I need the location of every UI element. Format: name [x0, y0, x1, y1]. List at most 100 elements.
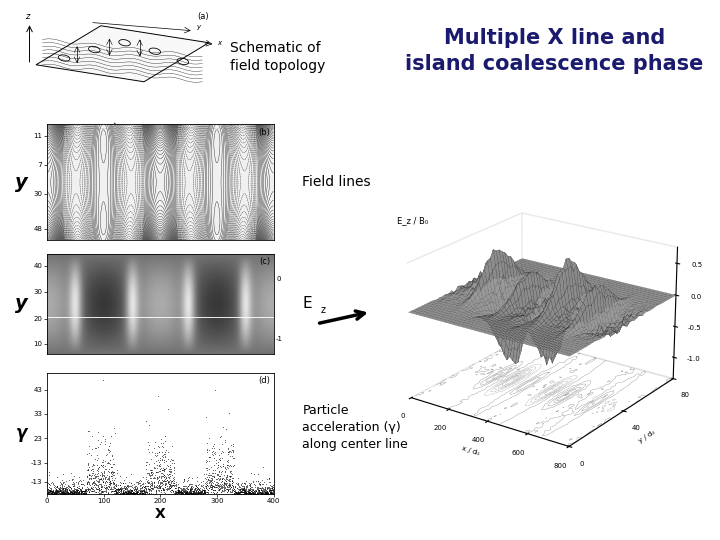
Point — [226, 487, 238, 496]
Point — [183, 489, 194, 497]
Point — [168, 479, 180, 488]
Point — [232, 490, 243, 498]
Point — [103, 447, 114, 456]
Point — [116, 483, 127, 491]
Point — [178, 485, 189, 494]
Point — [253, 489, 265, 498]
Point — [197, 481, 209, 490]
Point — [225, 487, 236, 496]
Point — [239, 487, 251, 496]
Point — [78, 489, 90, 498]
Point — [192, 489, 204, 497]
Point — [46, 487, 58, 495]
Point — [264, 474, 275, 483]
Point — [134, 488, 145, 496]
Point — [66, 490, 78, 498]
Point — [124, 489, 135, 497]
Point — [84, 471, 95, 480]
Point — [97, 475, 109, 484]
Point — [41, 480, 53, 489]
Point — [195, 487, 207, 495]
Point — [209, 480, 220, 488]
Text: Field lines: Field lines — [302, 176, 371, 189]
Point — [150, 468, 161, 476]
Point — [139, 490, 150, 498]
Point — [158, 488, 169, 497]
Point — [255, 480, 266, 488]
Point — [92, 469, 104, 478]
Point — [184, 489, 195, 497]
Text: (c): (c) — [259, 257, 270, 266]
Point — [72, 484, 84, 492]
Point — [73, 486, 84, 495]
Point — [158, 465, 170, 474]
Point — [54, 481, 66, 490]
Point — [234, 487, 246, 495]
Point — [160, 446, 171, 454]
Point — [172, 487, 184, 495]
Point — [228, 486, 239, 495]
Point — [50, 486, 62, 495]
Point — [174, 488, 186, 497]
Point — [102, 475, 114, 483]
Point — [47, 487, 58, 495]
Point — [117, 487, 129, 496]
Point — [86, 469, 97, 477]
Point — [194, 489, 205, 497]
Point — [60, 488, 72, 496]
Point — [155, 472, 166, 481]
Point — [261, 489, 272, 498]
Point — [150, 481, 162, 490]
Point — [237, 485, 248, 494]
Point — [172, 486, 184, 495]
Point — [202, 476, 214, 485]
Point — [166, 477, 177, 485]
Point — [105, 471, 117, 480]
Point — [139, 489, 150, 497]
Point — [81, 489, 92, 497]
Point — [225, 467, 237, 475]
Point — [256, 489, 267, 497]
Point — [73, 488, 85, 497]
Point — [238, 485, 250, 494]
Point — [174, 487, 185, 496]
Point — [93, 485, 104, 494]
Point — [70, 485, 81, 494]
Point — [88, 477, 99, 485]
Point — [257, 489, 269, 498]
Point — [86, 465, 97, 474]
Point — [92, 454, 104, 463]
Point — [184, 488, 195, 497]
Point — [176, 488, 188, 497]
Point — [174, 488, 186, 496]
Point — [74, 485, 86, 494]
Point — [189, 487, 200, 495]
Point — [253, 487, 265, 496]
Point — [134, 487, 145, 495]
Point — [55, 481, 67, 489]
Point — [48, 489, 60, 498]
Point — [134, 478, 145, 487]
Point — [183, 489, 194, 498]
Point — [204, 471, 215, 480]
Point — [120, 482, 131, 490]
Point — [162, 404, 174, 413]
Point — [63, 486, 75, 495]
Point — [244, 483, 256, 492]
Point — [249, 486, 261, 495]
Point — [243, 478, 254, 487]
Point — [192, 485, 204, 494]
Point — [181, 488, 192, 497]
Point — [229, 488, 240, 496]
Point — [232, 489, 243, 497]
Point — [57, 484, 68, 492]
Point — [157, 469, 168, 478]
Point — [165, 485, 176, 494]
Point — [197, 485, 209, 494]
Point — [128, 489, 140, 498]
Point — [219, 484, 230, 492]
Point — [104, 479, 115, 488]
Point — [246, 478, 257, 487]
Point — [117, 479, 129, 488]
Point — [225, 483, 237, 491]
